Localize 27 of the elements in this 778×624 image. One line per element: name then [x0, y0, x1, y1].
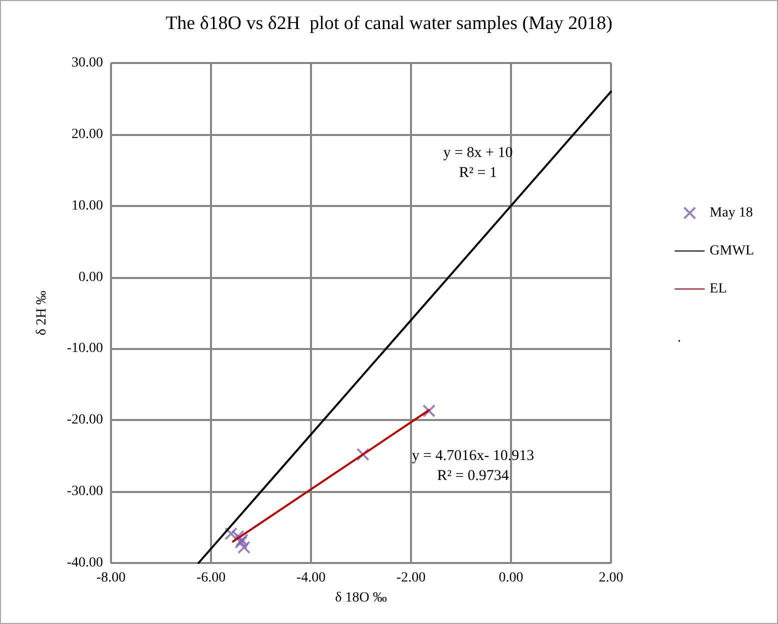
chart-title: The δ18O vs δ2H plot of canal water samples (May 2018) [166, 13, 612, 34]
text: . [678, 330, 681, 346]
annotation: y = 8x + 10 R² = 1 [443, 145, 513, 181]
x-axis-title: δ 18O ‰ [335, 590, 387, 606]
x-tick-label: 2.00 [598, 570, 624, 586]
y-axis-title: δ 2H ‰ [34, 290, 50, 336]
x-tick-label: 0.00 [498, 570, 524, 586]
y-tick-label: -30.00 [66, 484, 103, 500]
x-tick-label: -2.00 [396, 570, 426, 586]
y-tick-label: 20.00 [72, 126, 103, 142]
legend-label: EL [710, 282, 727, 296]
point [422, 404, 436, 418]
annotation: y = 4.7016x- 10.913 R² = 0.9734 [412, 448, 534, 484]
y-tick-label: -10.00 [66, 341, 103, 356]
point [224, 527, 238, 540]
legend-label: GMWL [710, 244, 754, 258]
x-tick-label: -8.00 [96, 570, 126, 586]
y-tick-label: -40.00 [66, 556, 103, 570]
y-tick-label: 0.00 [78, 270, 103, 285]
y-tick-label: 10.00 [72, 198, 103, 214]
y-tick-label: -20.00 [66, 412, 103, 428]
point [238, 540, 250, 554]
x-tick-label: -4.00 [296, 570, 326, 586]
legend-label: May 18 [710, 206, 753, 220]
x-tick-label: -6.00 [196, 570, 226, 586]
y-tick-label: 30.00 [72, 56, 103, 70]
point [356, 448, 370, 461]
